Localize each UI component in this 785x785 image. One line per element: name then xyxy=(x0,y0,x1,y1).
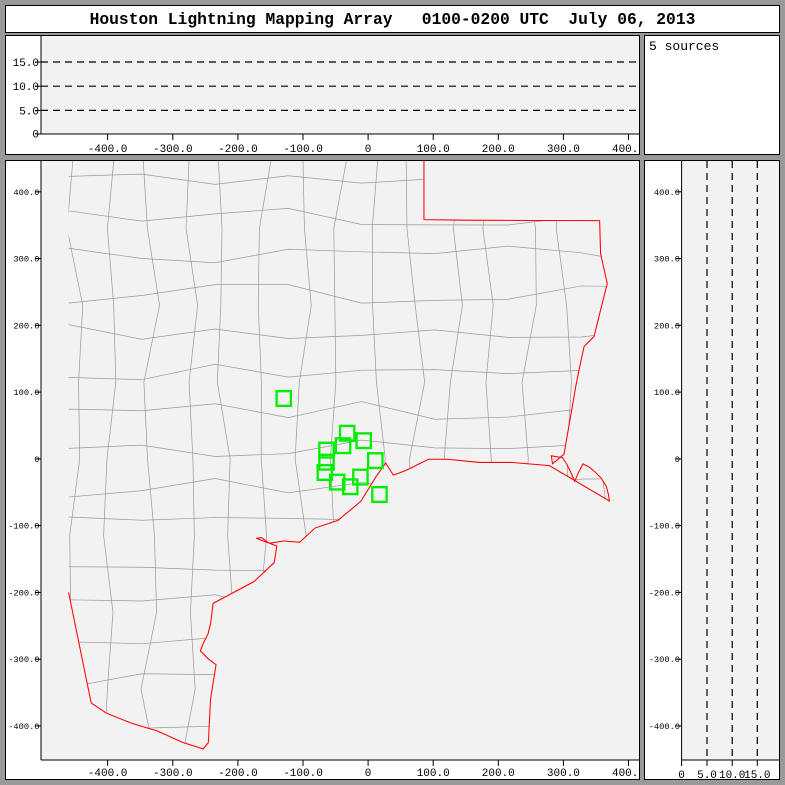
svg-text:10.0: 10.0 xyxy=(13,82,39,94)
svg-text:-200.0: -200.0 xyxy=(218,144,258,155)
svg-text:200.0: 200.0 xyxy=(482,768,515,780)
svg-text:-400.0: -400.0 xyxy=(88,144,128,155)
svg-text:10.0: 10.0 xyxy=(719,770,745,780)
svg-text:300.0: 300.0 xyxy=(13,255,39,265)
svg-text:-300.0: -300.0 xyxy=(153,768,193,780)
svg-text:15.0: 15.0 xyxy=(13,58,39,70)
svg-text:0: 0 xyxy=(34,455,39,465)
svg-text:300.0: 300.0 xyxy=(547,144,580,155)
svg-text:200.0: 200.0 xyxy=(13,321,39,331)
svg-text:-200.0: -200.0 xyxy=(649,588,680,598)
svg-text:-100.0: -100.0 xyxy=(8,522,39,532)
svg-text:-400.0: -400.0 xyxy=(8,722,39,732)
svg-text:200.0: 200.0 xyxy=(654,321,680,331)
svg-text:0: 0 xyxy=(678,770,685,780)
svg-text:0: 0 xyxy=(32,130,39,142)
svg-text:-300.0: -300.0 xyxy=(649,655,680,665)
svg-text:200.0: 200.0 xyxy=(482,144,515,155)
svg-text:0: 0 xyxy=(365,144,372,155)
svg-text:300.0: 300.0 xyxy=(547,768,580,780)
svg-text:-100.0: -100.0 xyxy=(649,522,680,532)
svg-text:400.0: 400.0 xyxy=(654,188,680,198)
svg-text:0: 0 xyxy=(675,455,680,465)
svg-text:100.0: 100.0 xyxy=(13,388,39,398)
svg-text:5.0: 5.0 xyxy=(697,770,717,780)
svg-text:400.0: 400.0 xyxy=(13,188,39,198)
svg-text:-200.0: -200.0 xyxy=(8,588,39,598)
svg-text:-300.0: -300.0 xyxy=(8,655,39,665)
svg-text:-100.0: -100.0 xyxy=(283,144,323,155)
svg-text:300.0: 300.0 xyxy=(654,255,680,265)
svg-text:400.0: 400.0 xyxy=(612,768,640,780)
svg-text:5.0: 5.0 xyxy=(19,106,39,118)
svg-text:-200.0: -200.0 xyxy=(218,768,258,780)
svg-text:100.0: 100.0 xyxy=(654,388,680,398)
svg-text:-400.0: -400.0 xyxy=(649,722,680,732)
svg-text:100.0: 100.0 xyxy=(417,144,450,155)
svg-text:15.0: 15.0 xyxy=(744,770,770,780)
svg-text:0: 0 xyxy=(365,768,372,780)
svg-text:-400.0: -400.0 xyxy=(88,768,128,780)
svg-text:100.0: 100.0 xyxy=(417,768,450,780)
svg-text:-100.0: -100.0 xyxy=(283,768,323,780)
svg-text:400.0: 400.0 xyxy=(612,144,640,155)
svg-text:-300.0: -300.0 xyxy=(153,144,193,155)
